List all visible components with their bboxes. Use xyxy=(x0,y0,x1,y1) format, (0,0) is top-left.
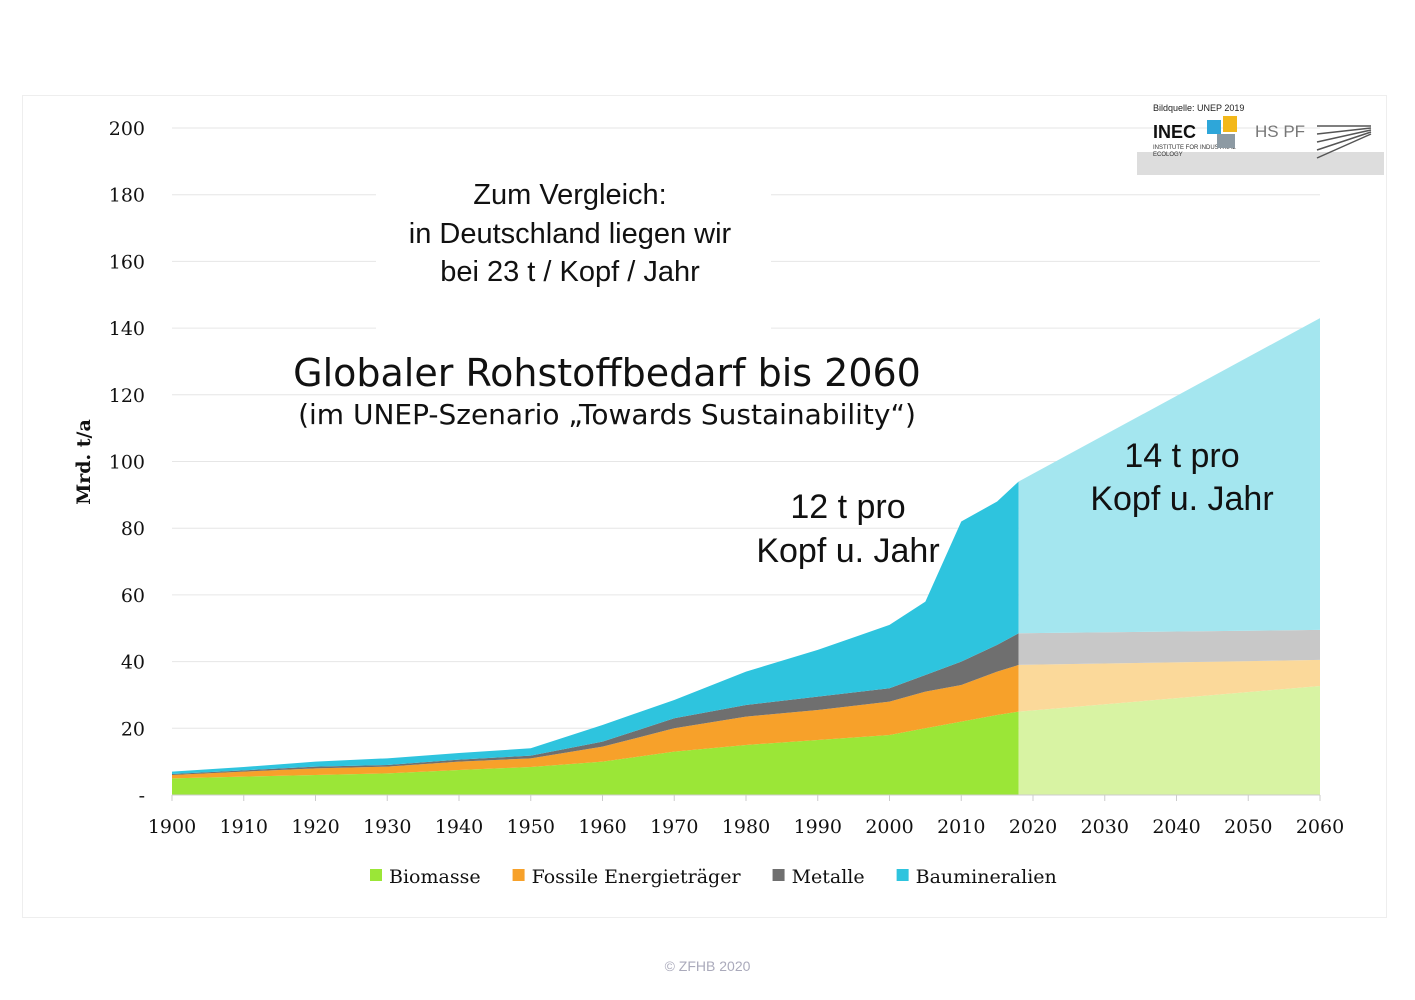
copyright: © ZFHB 2020 xyxy=(664,958,751,974)
x-tick-label: 1940 xyxy=(435,816,483,838)
x-tick-label: 2010 xyxy=(937,816,985,838)
x-axis-ticks: 1900 1910 1920 1930 1940 1950 1960 1970 1980 1990… xyxy=(148,794,1344,838)
legend-swatch xyxy=(896,869,909,881)
x-tick-label: 2040 xyxy=(1152,816,1200,838)
x-tick-label: 2050 xyxy=(1224,816,1272,838)
y-tick-label: 80 xyxy=(121,518,145,540)
x-tick-label: 1960 xyxy=(578,816,626,838)
y-tick-label: 160 xyxy=(109,251,145,273)
y-tick-label: 40 xyxy=(121,652,145,674)
legend-swatch xyxy=(772,869,785,881)
legend-swatch xyxy=(370,869,382,881)
projection-area-fossile-energietr-ger xyxy=(1018,659,1320,712)
legend-label: Metalle xyxy=(792,866,865,888)
y-tick-label: 140 xyxy=(109,318,145,340)
x-tick-label: 1930 xyxy=(363,816,411,838)
y-tick-label: 120 xyxy=(109,385,145,407)
image-source: Bildquelle: UNEP 2019 xyxy=(1153,103,1245,113)
logo-block: Bildquelle: UNEP 2019 INEC INSTITUTE FOR… xyxy=(1137,100,1384,175)
x-tick-label: 2000 xyxy=(865,816,913,838)
x-tick-label: 2060 xyxy=(1296,816,1344,838)
x-tick-label: 1980 xyxy=(722,816,770,838)
x-tick-label: 2020 xyxy=(1009,816,1057,838)
proj-annotation-line-2: Kopf u. Jahr xyxy=(1090,480,1273,518)
chart-title: Globaler Rohstoffbedarf bis 2060 xyxy=(293,351,921,395)
inec-subtitle: INSTITUTE FOR INDUSTRIAL ECOLOGY xyxy=(1153,145,1236,158)
legend-label: Baumineralien xyxy=(916,866,1057,888)
y-tick-label: - xyxy=(139,785,145,807)
historical-area-metalle xyxy=(172,633,1019,775)
inec-logo: INEC xyxy=(1153,122,1197,142)
y-tick-label: 20 xyxy=(121,718,145,740)
slide-frame xyxy=(22,95,1387,918)
hspf-logo: HS PF xyxy=(1255,122,1306,141)
y-tick-label: 100 xyxy=(109,452,145,474)
x-tick-label: 1920 xyxy=(291,816,339,838)
legend-label: Biomasse xyxy=(389,866,481,888)
legend-label: Fossile Energieträger xyxy=(532,866,742,888)
hspf-lines-icon xyxy=(1316,125,1372,159)
y-tick-label: 200 xyxy=(109,118,145,140)
x-tick-label: 2030 xyxy=(1081,816,1129,838)
y-axis-label: Mrd. t/a xyxy=(73,419,95,505)
compare-line-1: Zum Vergleich: xyxy=(473,179,666,211)
x-tick-label: 1990 xyxy=(794,816,842,838)
chart-subtitle: (im UNEP-Szenario „Towards Sustainabilit… xyxy=(298,398,916,431)
legend: Biomasse Fossile Energieträger Metalle Baum… xyxy=(370,866,1057,888)
x-tick-label: 1970 xyxy=(650,816,698,838)
compare-line-2: in Deutschland liegen wir xyxy=(409,218,732,250)
y-tick-label: 180 xyxy=(109,185,145,207)
proj-annotation-line-1: 14 t pro xyxy=(1124,437,1239,475)
projection-area-metalle xyxy=(1018,629,1320,665)
historical-area-biomasse xyxy=(172,711,1019,795)
compare-line-3: bei 23 t / Kopf / Jahr xyxy=(440,256,700,288)
compare-annotation: Zum Vergleich: in Deutschland liegen wir… xyxy=(409,179,732,288)
y-axis-ticks: - 20 40 60 80 100 120 140 160 180 200 xyxy=(109,118,145,807)
historical-area-fossile-energietr-ger xyxy=(172,664,1019,779)
legend-swatch xyxy=(512,869,525,881)
hist-annotation-line-1: 12 t pro xyxy=(790,488,905,526)
x-tick-label: 1950 xyxy=(507,816,555,838)
x-tick-label: 1900 xyxy=(148,816,196,838)
y-tick-label: 60 xyxy=(121,585,145,607)
projection-area-biomasse xyxy=(1018,685,1320,795)
x-tick-label: 1910 xyxy=(220,816,268,838)
hist-annotation-line-2: Kopf u. Jahr xyxy=(756,532,939,570)
stacked-areas xyxy=(172,318,1320,795)
inec-mark-icon xyxy=(1207,116,1237,148)
projection-area-baumineralien xyxy=(1018,318,1320,634)
